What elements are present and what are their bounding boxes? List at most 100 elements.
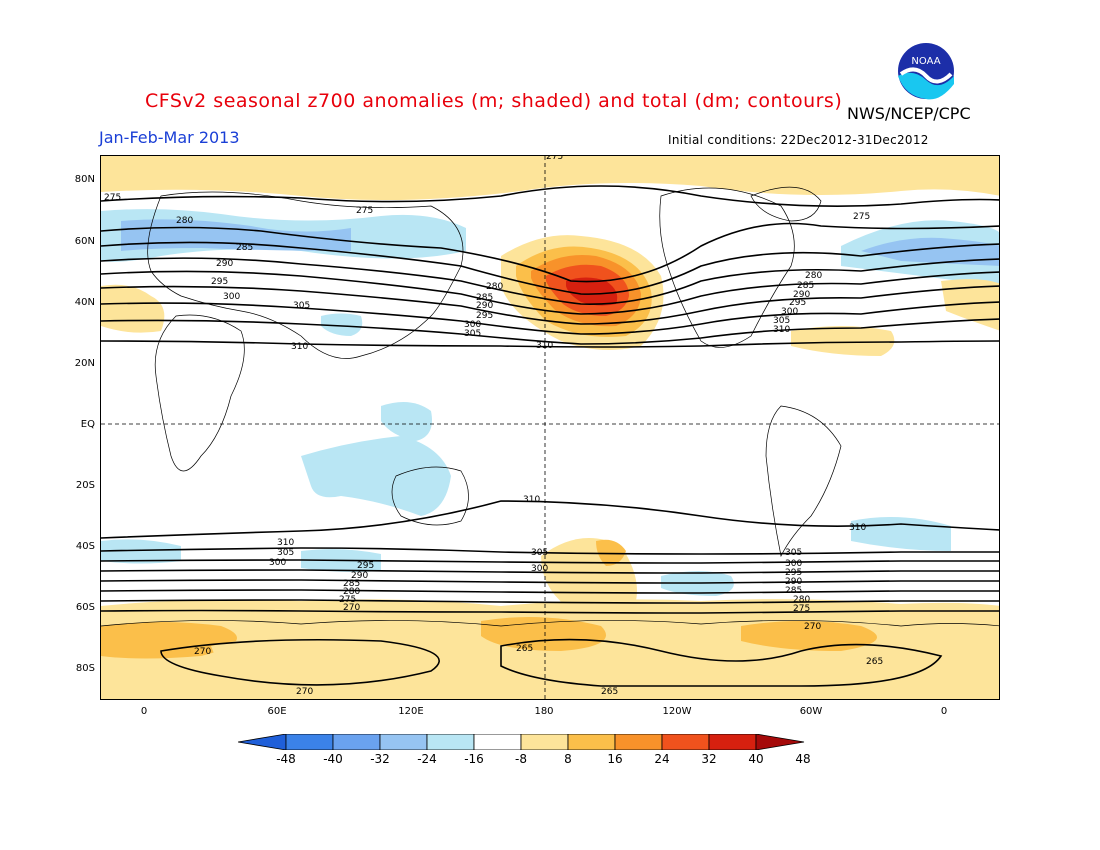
contour-label: 270 (296, 687, 313, 697)
contour-label: 300 (531, 564, 548, 574)
colorbar-swatch (332, 733, 381, 751)
contour-label: 295 (211, 277, 228, 287)
contour-label: 285 (797, 281, 814, 291)
contour-label: 310 (773, 325, 790, 335)
colorbar-label: -8 (515, 752, 527, 766)
contour-label: 275 (104, 193, 121, 203)
contour-label: 290 (216, 259, 233, 269)
contour-label: 310 (277, 538, 294, 548)
height-contours (101, 185, 999, 687)
colorbar-swatch (708, 733, 757, 751)
colorbar-label: -24 (417, 752, 437, 766)
noaa-logo: NOAA (895, 40, 957, 102)
contour-label: 275 (546, 156, 563, 162)
contour-label: 310 (291, 342, 308, 352)
colorbar-label: -48 (276, 752, 296, 766)
contour-label: 265 (516, 644, 533, 654)
contour-label: 305 (293, 301, 310, 311)
colorbar-label: 8 (564, 752, 572, 766)
initial-conditions-label: Initial conditions: 22Dec2012-31Dec2012 (668, 133, 929, 147)
colorbar-swatch (285, 733, 334, 751)
contour-label: 310 (849, 523, 866, 533)
colorbar-swatch (755, 733, 805, 751)
contour-label: 285 (236, 243, 253, 253)
contour-label: 275 (356, 206, 373, 216)
colorbar (237, 733, 863, 754)
lon-label: 0 (940, 706, 948, 717)
logo-text: NOAA (911, 56, 940, 67)
contour-label: 295 (357, 561, 374, 571)
contour-label: 270 (343, 603, 360, 613)
colorbar-swatch (426, 733, 475, 751)
agency-label: NWS/NCEP/CPC (847, 104, 971, 123)
contour-label: 305 (277, 548, 294, 558)
contour-label: 310 (523, 495, 540, 505)
anomaly-shading (101, 156, 999, 699)
map-panel: 275 275 275 280 285 290 295 300 305 310 … (100, 155, 1000, 700)
lon-label: 180 (534, 706, 554, 717)
colorbar-label: 24 (654, 752, 670, 766)
contour-label: 305 (464, 329, 481, 339)
contour-label: 295 (785, 568, 802, 578)
lon-label: 120E (398, 706, 424, 717)
contour-label: 285 (343, 579, 360, 589)
lon-label: 60W (799, 706, 823, 717)
lat-label: 40N (74, 297, 95, 308)
colorbar-label: 32 (701, 752, 717, 766)
contour-label: 280 (486, 282, 503, 292)
colorbar-label: -40 (323, 752, 343, 766)
colorbar-swatch (473, 733, 522, 751)
contour-label: 295 (476, 311, 493, 321)
colorbar-swatch (237, 733, 287, 751)
contour-label: 270 (804, 622, 821, 632)
contour-label: 270 (194, 647, 211, 657)
contour-label: 280 (805, 271, 822, 281)
contour-label: 305 (773, 316, 790, 326)
contour-label: 285 (785, 586, 802, 596)
contour-label: 290 (476, 301, 493, 311)
contour-label: 300 (269, 558, 286, 568)
colorbar-swatch (379, 733, 428, 751)
colorbar-swatch (661, 733, 710, 751)
contour-label: 265 (601, 687, 618, 697)
contour-label: 280 (176, 216, 193, 226)
lat-label: 80S (75, 663, 95, 674)
contour-label: 285 (476, 293, 493, 303)
contour-label: 300 (223, 292, 240, 302)
colorbar-swatch (567, 733, 616, 751)
lat-label: 60N (74, 236, 95, 247)
lon-label: 0 (140, 706, 148, 717)
contour-label: 300 (464, 320, 481, 330)
contour-label: 290 (793, 290, 810, 300)
contour-label: 295 (789, 298, 806, 308)
contour-label: 275 (853, 212, 870, 222)
contour-label: 275 (339, 595, 356, 605)
contour-label-group: 275 275 275 280 285 290 295 300 305 310 … (104, 156, 883, 697)
colorbar-label: -16 (464, 752, 484, 766)
contour-label: 290 (351, 571, 368, 581)
colorbar-swatch (520, 733, 569, 751)
contour-label: 305 (785, 548, 802, 558)
contour-label: 300 (785, 559, 802, 569)
map-title: CFSv2 seasonal z700 anomalies (m; shaded… (145, 90, 843, 112)
lon-label: 120W (662, 706, 692, 717)
lat-label: 20S (75, 480, 95, 491)
lat-label: 20N (74, 358, 95, 369)
lon-label: 60E (267, 706, 287, 717)
lat-label: 80N (74, 174, 95, 185)
colorbar-label: 40 (748, 752, 764, 766)
lat-label: 40S (75, 541, 95, 552)
colorbar-label: 48 (795, 752, 811, 766)
contour-label: 275 (793, 604, 810, 614)
colorbar-label: 16 (607, 752, 623, 766)
grid-lines (101, 156, 999, 699)
period-label: Jan-Feb-Mar 2013 (99, 128, 240, 147)
colorbar-swatches (237, 733, 805, 751)
lat-label: EQ (80, 419, 95, 430)
contour-label: 280 (343, 587, 360, 597)
contour-label: 305 (531, 548, 548, 558)
contour-label: 290 (785, 577, 802, 587)
colorbar-swatch (614, 733, 663, 751)
contour-label: 310 (536, 341, 553, 351)
colorbar-label: -32 (370, 752, 390, 766)
